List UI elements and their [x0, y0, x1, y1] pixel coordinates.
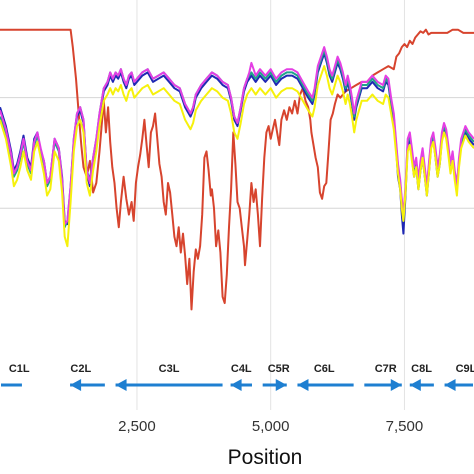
region-label-c6l: C6L: [314, 363, 335, 375]
region-label-c9l: C9L: [456, 363, 474, 375]
series-layer: [0, 28, 474, 311]
region-arrowhead-c4l: [230, 379, 242, 391]
region-arrowhead-c7r: [390, 379, 402, 391]
series-line-4: [0, 65, 474, 248]
region-layer: C1L C2L C3L C4L C5R C6L C7R C8L C9L: [1, 363, 474, 391]
region-label-c7r: C7R: [375, 363, 397, 375]
region-label-c2l: C2L: [70, 363, 91, 375]
series-line-3: [0, 46, 474, 226]
region-arrowhead-c9l: [444, 379, 456, 391]
x-tick-label-1: 5,000: [252, 418, 290, 435]
region-label-c4l: C4L: [231, 363, 252, 375]
region-label-c5r: C5R: [268, 363, 290, 375]
x-tick-label-2: 7,500: [386, 418, 424, 435]
region-arrowhead-c8l: [409, 379, 421, 391]
region-arrowhead-c2l: [70, 379, 82, 391]
region-label-c8l: C8L: [411, 363, 432, 375]
x-axis-title: Position: [228, 446, 303, 469]
region-label-c1l: C1L: [9, 363, 30, 375]
region-arrowhead-c3l: [115, 379, 127, 391]
x-tick-labels: 2,500 5,000 7,500: [118, 418, 423, 435]
region-label-c3l: C3L: [159, 363, 180, 375]
x-tick-label-0: 2,500: [118, 418, 156, 435]
region-arrowhead-c5r: [275, 379, 287, 391]
region-arrowhead-c6l: [297, 379, 309, 391]
